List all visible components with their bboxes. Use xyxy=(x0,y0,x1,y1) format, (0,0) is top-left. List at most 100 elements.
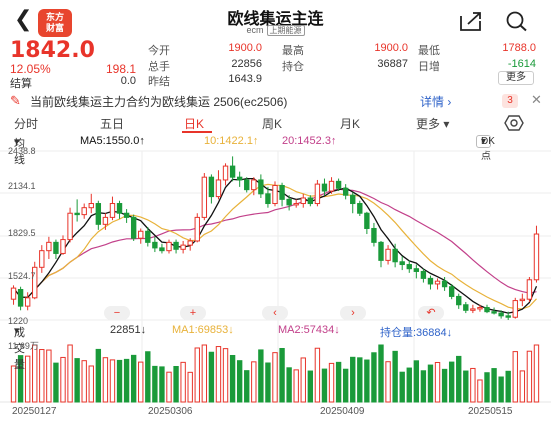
candle-body xyxy=(470,308,476,311)
tab-five-day[interactable]: 五日 xyxy=(100,117,125,131)
last-price: 1842.0 xyxy=(10,38,95,63)
scroll-left-button[interactable]: ‹ xyxy=(262,306,288,320)
volume-value: 22856 xyxy=(231,58,262,70)
notice-icon: ✎ xyxy=(10,93,21,108)
volume-axis-max: 11.69万 xyxy=(8,341,39,351)
volume-bar xyxy=(152,365,158,403)
candle-body xyxy=(533,233,540,281)
candle-body xyxy=(434,280,441,285)
zoom-out-button[interactable]: − xyxy=(104,306,130,320)
settle-value: 0.0 xyxy=(120,75,136,87)
volume-bar xyxy=(265,362,271,403)
more-button[interactable]: 更多 xyxy=(498,71,534,85)
reset-view-button[interactable]: ↶ xyxy=(418,306,444,320)
volume-bar xyxy=(60,356,66,403)
volume-ma2: MA2:57434↓ xyxy=(278,324,340,336)
volume-bar xyxy=(307,370,314,403)
price-tick-bottom: 1220 xyxy=(8,316,29,326)
quote-panel: 1842.0 12.05% 198.1 结算 0.0 今开 1900.0 最高 … xyxy=(0,38,551,90)
price-tick-4: 1524.7 xyxy=(8,271,36,281)
volume-bar xyxy=(406,367,412,403)
daily-oi-label: 日增 xyxy=(418,61,440,73)
tab-more[interactable]: 更多 ▾ xyxy=(416,117,450,131)
notice-details-link[interactable]: 详情 › xyxy=(420,95,452,109)
volume-bar xyxy=(130,354,137,403)
volume-bar xyxy=(505,370,511,403)
volume-bar xyxy=(371,352,377,403)
candle-body xyxy=(180,244,186,250)
candle-body xyxy=(385,248,391,261)
volume-bar xyxy=(420,370,427,403)
tab-daily-k[interactable]: 日K xyxy=(184,117,205,131)
volume-bar xyxy=(187,371,193,403)
candle-body xyxy=(116,203,123,214)
prev-settle-label: 昨结 xyxy=(148,76,170,88)
candle-body xyxy=(32,266,38,299)
volume-bar xyxy=(74,358,80,403)
open-interest-value: 36887 xyxy=(377,58,408,70)
ma-type-label: 均线 xyxy=(14,138,25,166)
candle-body xyxy=(145,230,151,243)
notice-text: 当前欧线集运主力合约为欧线集运 2506(ec2506) xyxy=(30,95,288,109)
volume-indicator-row: 成交量 ▾ 22851↓ MA1:69853↓ MA2:57434↓ 持仓量:3… xyxy=(0,324,551,371)
volume-bar xyxy=(67,344,73,403)
dk-point-button[interactable]: DK点 ▾ xyxy=(476,135,495,162)
volume-bar xyxy=(229,354,236,403)
candle-body xyxy=(272,184,278,205)
gear-icon[interactable] xyxy=(504,114,524,132)
candle-body xyxy=(463,304,469,311)
volume-bar xyxy=(279,347,285,403)
candle-body xyxy=(109,203,116,218)
close-icon[interactable]: ✕ xyxy=(531,92,542,107)
candle-body xyxy=(222,165,229,181)
tab-intraday[interactable]: 分时 xyxy=(14,117,39,131)
volume-type-select[interactable]: 成交量 ▾ xyxy=(14,325,25,371)
volume-bar xyxy=(116,359,123,403)
date-tick-4: 20250515 xyxy=(468,406,513,417)
kline-chart[interactable] xyxy=(0,143,551,408)
date-tick-2: 20250306 xyxy=(148,406,193,417)
tab-weekly-k[interactable]: 周K xyxy=(262,117,283,131)
volume-bar xyxy=(166,371,172,403)
volume-bar xyxy=(32,344,38,403)
candle-body xyxy=(279,184,285,200)
volume-bar xyxy=(236,360,243,403)
date-axis: 20250127 20250306 20250409 20250515 xyxy=(0,406,551,420)
candle-body xyxy=(357,203,363,214)
date-tick-1: 20250127 xyxy=(12,406,57,417)
volume-bar xyxy=(95,348,102,403)
active-tab-indicator xyxy=(182,131,212,133)
candle-body xyxy=(286,198,292,206)
volume-bar xyxy=(102,357,109,403)
search-icon[interactable] xyxy=(505,10,529,32)
prev-settle-value: 1643.9 xyxy=(228,73,262,85)
notice-count-badge: 3 xyxy=(502,94,518,108)
top-bar: ❮ 东方 财富 欧线集运主连 ecm 上期能源 xyxy=(0,0,551,40)
contract-code: ecm xyxy=(246,25,264,35)
volume-bar xyxy=(463,370,469,403)
candle-body xyxy=(88,203,94,209)
high-label: 最高 xyxy=(282,45,304,57)
tab-monthly-k[interactable]: 月K xyxy=(340,117,361,131)
ma20-label: 20:1452.3↑ xyxy=(282,135,337,147)
volume-bar xyxy=(470,367,476,403)
candle-body xyxy=(39,250,45,268)
share-icon[interactable] xyxy=(458,10,484,32)
candle-body xyxy=(456,295,462,306)
candle-body xyxy=(378,241,384,261)
volume-bar xyxy=(159,366,165,403)
back-arrow-icon[interactable]: ❮ xyxy=(14,6,33,31)
notice-link-label: 详情 xyxy=(420,95,445,109)
candle-body xyxy=(420,270,427,279)
ma-type-select[interactable]: 均线 ▾ xyxy=(14,136,25,166)
zoom-in-button[interactable]: + xyxy=(180,306,206,320)
price-tick-top: 2438.8 xyxy=(8,146,36,156)
candles xyxy=(10,156,540,320)
volume-bar xyxy=(286,367,292,403)
ma20-path xyxy=(13,188,537,299)
volume-bar xyxy=(109,359,116,403)
candle-body xyxy=(519,298,526,302)
candle-body xyxy=(406,264,412,270)
notice-bar[interactable]: ✎ 当前欧线集运主力合约为欧线集运 2506(ec2506) 详情 › 3 ✕ xyxy=(0,90,551,112)
scroll-right-button[interactable]: › xyxy=(340,306,366,320)
